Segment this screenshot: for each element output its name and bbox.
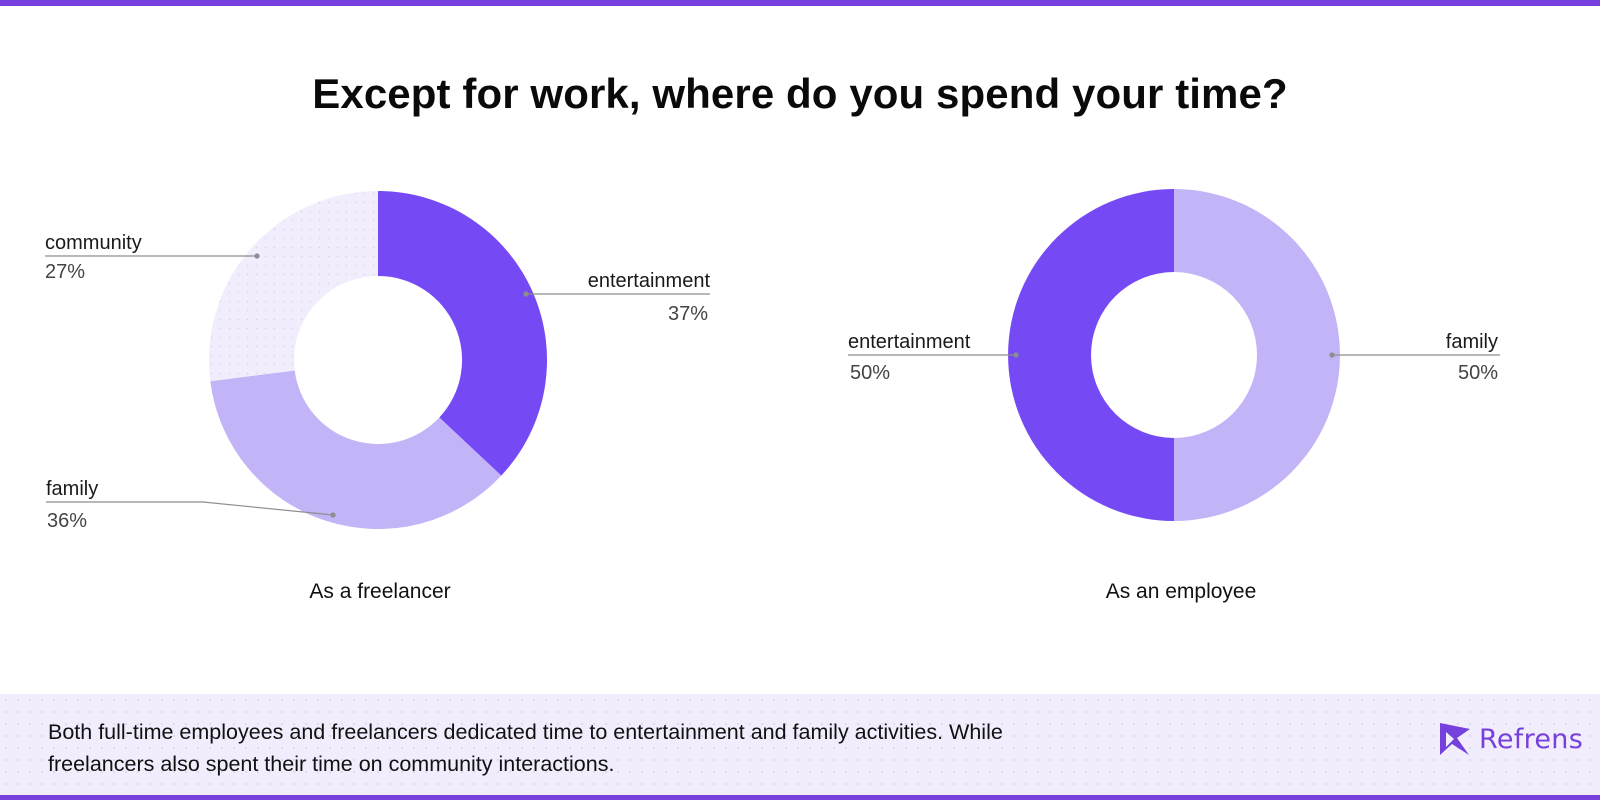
freelancer-slice-entertainment[interactable] — [378, 191, 548, 476]
bottom-accent-bar — [0, 795, 1600, 800]
employee-label-entertainment: entertainment — [848, 331, 971, 353]
refrens-logo-text: Refrens — [1479, 723, 1584, 755]
employee-slice-entertainment[interactable] — [1008, 189, 1174, 521]
footer-line-2: freelancers also spent their time on com… — [48, 752, 615, 776]
employee-callout-family: family 50% — [1329, 331, 1500, 384]
freelancer-donut-chart: community 27% entertainment 37% family 3… — [45, 191, 710, 532]
footer-summary-panel: Both full-time employees and freelancers… — [0, 694, 1600, 795]
freelancer-percent-family: 36% — [47, 510, 87, 532]
footer-line-1: Both full-time employees and freelancers… — [48, 720, 1003, 744]
footer-summary-text: Both full-time employees and freelancers… — [48, 716, 1198, 780]
freelancer-percent-entertainment: 37% — [668, 303, 708, 325]
employee-callout-entertainment: entertainment 50% — [848, 331, 1019, 384]
freelancer-callout-community: community 27% — [45, 232, 260, 283]
employee-label-family: family — [1446, 331, 1498, 353]
freelancer-chart-caption: As a freelancer — [309, 580, 451, 603]
freelancer-slice-family[interactable] — [210, 370, 502, 530]
top-accent-bar — [0, 0, 1600, 6]
employee-slice-family[interactable] — [1174, 189, 1340, 521]
refrens-r-logo-icon — [1440, 723, 1470, 755]
employee-percent-entertainment: 50% — [850, 362, 890, 384]
freelancer-callout-family: family 36% — [46, 478, 336, 532]
freelancer-callout-entertainment: entertainment 37% — [523, 270, 710, 325]
freelancer-label-community: community — [45, 232, 142, 254]
freelancer-label-family: family — [46, 478, 98, 500]
refrens-logo[interactable]: Refrens — [1439, 722, 1583, 756]
freelancer-percent-community: 27% — [45, 261, 85, 283]
employee-donut-chart: entertainment 50% family 50% — [848, 189, 1500, 521]
employee-chart-caption: As an employee — [1105, 580, 1257, 603]
freelancer-label-entertainment: entertainment — [588, 270, 711, 292]
freelancer-slice-community[interactable] — [208, 191, 378, 382]
employee-percent-family: 50% — [1458, 362, 1498, 384]
page-title: Except for work, where do you spend your… — [312, 70, 1288, 117]
